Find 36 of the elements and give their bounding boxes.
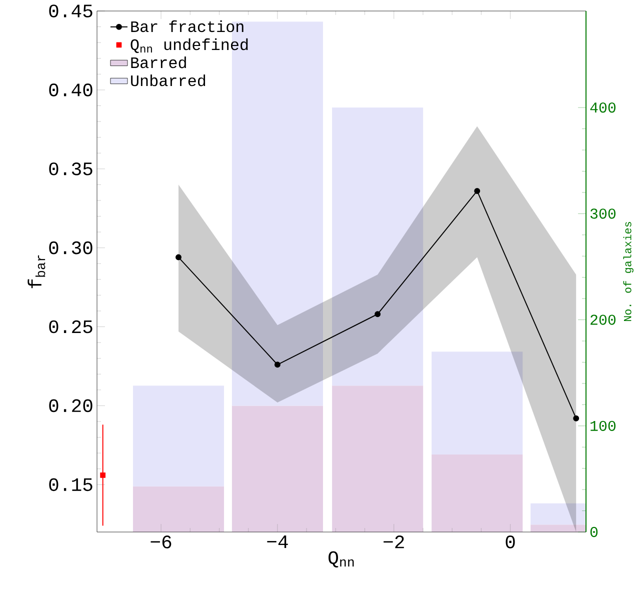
legend-label: Unbarred <box>131 74 206 86</box>
bar <box>432 454 523 532</box>
y-tick-label: 0.35 <box>49 162 92 176</box>
x-tick-label: −2 <box>384 536 404 548</box>
y-tick-label: 0.40 <box>49 84 92 96</box>
y-tick-label: 0.30 <box>49 241 92 254</box>
point <box>274 362 280 368</box>
bar <box>132 386 224 486</box>
y2-tick-label: 100 <box>590 420 616 431</box>
legend-label: Bar fraction <box>131 20 244 32</box>
bar <box>132 486 224 532</box>
y-axis-title: f$_{bar}$ <box>28 255 46 288</box>
legend-label: Q$_{nn}$ undefined <box>130 38 248 53</box>
point <box>573 415 580 422</box>
x-tick-label: −4 <box>267 536 288 548</box>
point <box>176 254 182 260</box>
x-tick-label: −6 <box>150 536 172 548</box>
point <box>374 311 381 318</box>
point <box>474 188 480 194</box>
point <box>100 472 106 478</box>
y2-tick-label: 0 <box>590 526 598 538</box>
y2-tick-label: 400 <box>590 102 616 113</box>
bar <box>332 108 424 386</box>
y2-axis-title: No. of galaxies <box>623 222 634 322</box>
bar <box>332 386 424 532</box>
y-tick-label: 0.45 <box>49 4 92 18</box>
y-tick-label: 0.25 <box>49 320 92 334</box>
y2-tick-label: 200 <box>590 314 616 325</box>
x-axis-title: Q$_{nn}$ <box>328 551 354 568</box>
y-tick-label: 0.15 <box>49 478 92 492</box>
legend-label: Barred <box>131 56 186 68</box>
bar <box>232 406 323 532</box>
y-tick-label: 0.20 <box>49 399 92 412</box>
y2-tick-label: 300 <box>590 208 616 219</box>
bar <box>432 352 523 455</box>
x-tick-label: 0 <box>506 536 515 548</box>
